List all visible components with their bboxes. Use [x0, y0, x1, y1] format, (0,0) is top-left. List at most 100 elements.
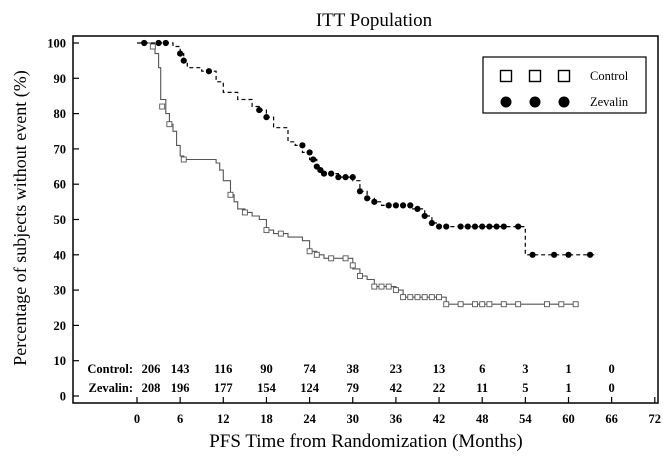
at-risk-value: 0	[609, 381, 615, 395]
y-tick-label: 80	[54, 107, 67, 121]
censor-marker-control	[385, 283, 392, 290]
censor-marker-zevalin	[356, 188, 364, 195]
legend-marker-zevalin	[529, 96, 541, 108]
censor-marker-zevalin	[162, 39, 169, 47]
censor-marker-control	[349, 262, 356, 269]
censor-marker-control	[342, 255, 349, 262]
censor-marker-control	[436, 294, 442, 301]
censor-marker-control	[180, 156, 187, 163]
x-tick-label: 60	[562, 412, 575, 426]
censor-marker-zevalin	[479, 223, 486, 230]
censor-marker-control	[421, 294, 428, 301]
censor-marker-zevalin	[177, 50, 184, 57]
censor-marker-zevalin	[320, 170, 328, 177]
censor-marker-zevalin	[457, 223, 464, 230]
x-tick-label: 72	[649, 412, 662, 426]
y-tick-label: 0	[60, 390, 66, 404]
at-risk-value: 154	[257, 381, 277, 395]
at-risk-value: 6	[479, 362, 485, 376]
at-risk-row-label: Control:	[87, 362, 133, 376]
censor-marker-zevalin	[310, 156, 317, 163]
series-control	[137, 42, 579, 308]
at-risk-value: 90	[260, 362, 273, 376]
censor-marker-control	[166, 121, 173, 128]
at-risk-value: 23	[390, 362, 403, 376]
censor-marker-zevalin	[385, 202, 392, 209]
censor-marker-zevalin	[565, 251, 572, 258]
at-risk-value: 1	[565, 362, 571, 376]
at-risk-value: 0	[609, 362, 615, 376]
censor-marker-control	[378, 283, 385, 290]
x-tick-label: 48	[476, 412, 489, 426]
x-tick-label: 54	[519, 412, 532, 426]
at-risk-value: 206	[142, 362, 161, 376]
at-risk-value: 42	[390, 381, 403, 395]
censor-marker-zevalin	[407, 202, 414, 209]
censor-marker-zevalin	[299, 142, 306, 149]
censor-marker-zevalin	[364, 195, 371, 202]
censor-marker-control	[328, 255, 335, 262]
y-tick-label: 70	[54, 142, 67, 156]
censor-marker-control	[356, 273, 363, 279]
at-risk-value: 13	[433, 362, 446, 376]
x-tick-label: 30	[347, 412, 360, 426]
censor-marker-control	[407, 294, 414, 301]
at-risk-value: 38	[347, 362, 360, 376]
x-axis: 0 6 12 18 24 30 36 42 48 54 60 66 72	[134, 397, 661, 426]
legend-marker-control	[557, 69, 571, 83]
censor-marker-control	[515, 301, 522, 308]
censor-marker-zevalin	[529, 251, 536, 258]
chart-title: ITT Population	[316, 10, 433, 31]
censor-marker-zevalin	[399, 202, 407, 209]
censor-marker-zevalin	[421, 212, 428, 220]
censor-marker-control	[543, 301, 550, 308]
at-risk-row-label: Zevalin:	[89, 381, 133, 395]
censor-marker-control	[486, 301, 493, 308]
y-tick-label: 30	[54, 284, 67, 298]
at-risk-value: 3	[522, 362, 528, 376]
censor-marker-control	[479, 301, 486, 308]
censor-marker-control	[400, 294, 407, 301]
at-risk-value: 5	[522, 381, 528, 395]
censor-marker-zevalin	[342, 174, 349, 181]
censor-marker-zevalin	[414, 205, 421, 213]
censor-marker-zevalin	[263, 114, 270, 121]
censor-marker-zevalin	[515, 223, 522, 230]
censor-marker-zevalin	[306, 149, 313, 156]
y-tick-label: 90	[54, 72, 67, 86]
censor-marker-control	[263, 227, 270, 234]
censor-marker-zevalin	[155, 39, 162, 47]
series-layer	[137, 39, 598, 308]
censor-marker-zevalin	[371, 198, 378, 205]
censor-marker-control	[392, 287, 399, 294]
y-tick-label: 60	[54, 178, 67, 192]
censor-marker-zevalin	[256, 106, 263, 114]
y-axis: 0 10 20 30 40 50 60 70 80 90 100	[47, 37, 79, 404]
at-risk-value: 177	[214, 381, 233, 395]
legend-items: Control Zevalin	[499, 69, 629, 109]
censor-marker-control	[306, 248, 313, 255]
censor-marker-zevalin	[586, 251, 594, 258]
x-tick-label: 0	[134, 412, 140, 426]
censor-marker-control	[414, 294, 421, 301]
at-risk-value: 79	[347, 381, 360, 395]
legend-marker-zevalin	[558, 96, 570, 108]
legend-label-control: Control	[590, 69, 629, 83]
censor-marker-control	[500, 301, 507, 308]
censor-marker-zevalin	[392, 202, 399, 209]
censor-marker-control	[443, 301, 450, 308]
x-tick-label: 12	[217, 412, 230, 426]
legend-marker-control	[499, 69, 513, 83]
at-risk-value: 74	[303, 362, 316, 376]
x-axis-label: PFS Time from Randomization (Months)	[209, 431, 523, 452]
x-tick-label: 36	[390, 412, 403, 426]
censor-marker-control	[313, 251, 320, 258]
at-risk-value: 196	[171, 381, 190, 395]
at-risk-value: 124	[300, 381, 320, 395]
legend-label-zevalin: Zevalin	[590, 95, 629, 109]
censor-marker-zevalin	[551, 251, 558, 258]
censor-marker-zevalin	[486, 223, 493, 230]
censor-marker-control	[241, 209, 248, 216]
x-tick-label: 18	[260, 412, 273, 426]
censor-marker-control	[457, 301, 464, 308]
